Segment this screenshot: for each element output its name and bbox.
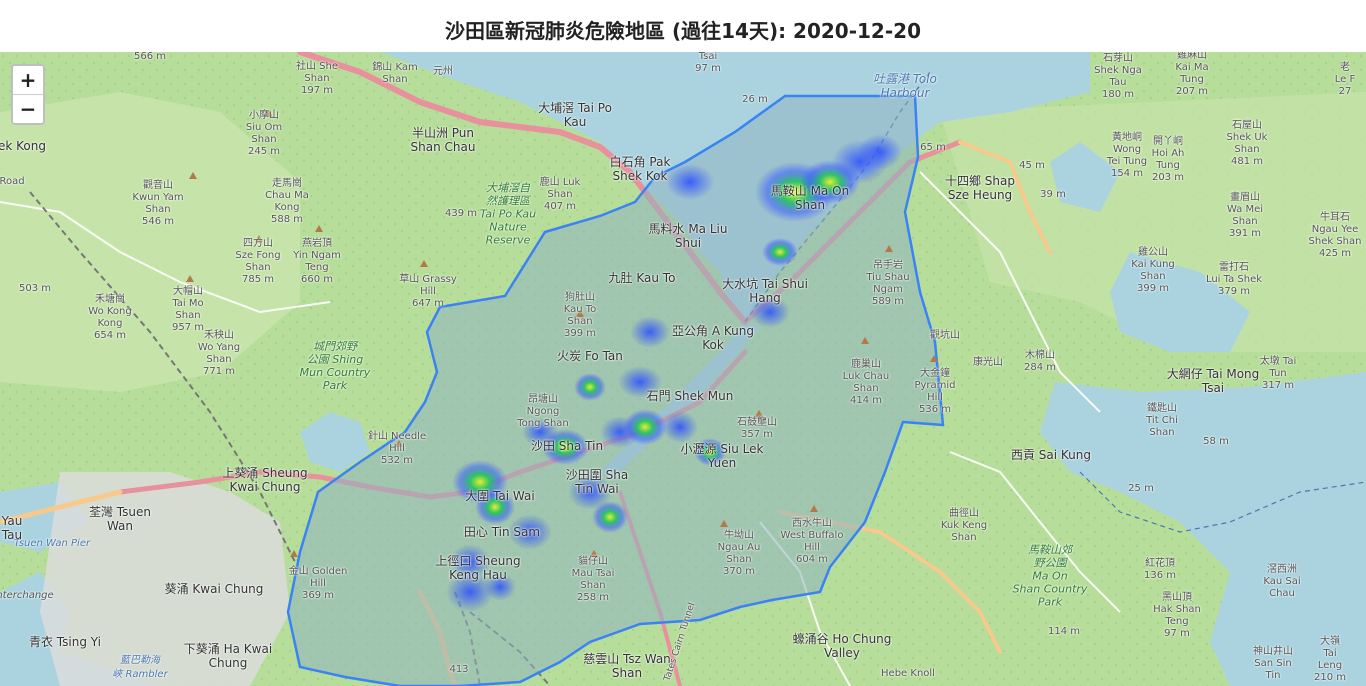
country-park-area xyxy=(940,92,1366,352)
zoom-control: + − xyxy=(11,64,45,125)
port-shelter-water xyxy=(1110,252,1250,352)
zoom-out-button[interactable]: − xyxy=(13,94,43,123)
page-title: 沙田區新冠肺炎危險地區 (過往14天): 2020-12-20 xyxy=(445,19,921,43)
inner-water xyxy=(1050,142,1120,212)
base-map[interactable] xyxy=(0,52,1366,686)
east-water xyxy=(1040,372,1366,686)
map-view[interactable]: Tsai 97 m 566 m 社山 She Shan 197 m 錦山 Kam… xyxy=(0,52,1366,686)
ferry-route xyxy=(1079,471,1366,533)
shing-mun-reservoir xyxy=(300,412,370,472)
country-park-area xyxy=(0,92,300,392)
zoom-in-button[interactable]: + xyxy=(13,66,43,94)
heatmap-layer xyxy=(446,134,902,612)
urban-area xyxy=(40,472,290,686)
peak-markers xyxy=(186,110,938,557)
rambler-channel xyxy=(0,572,160,686)
